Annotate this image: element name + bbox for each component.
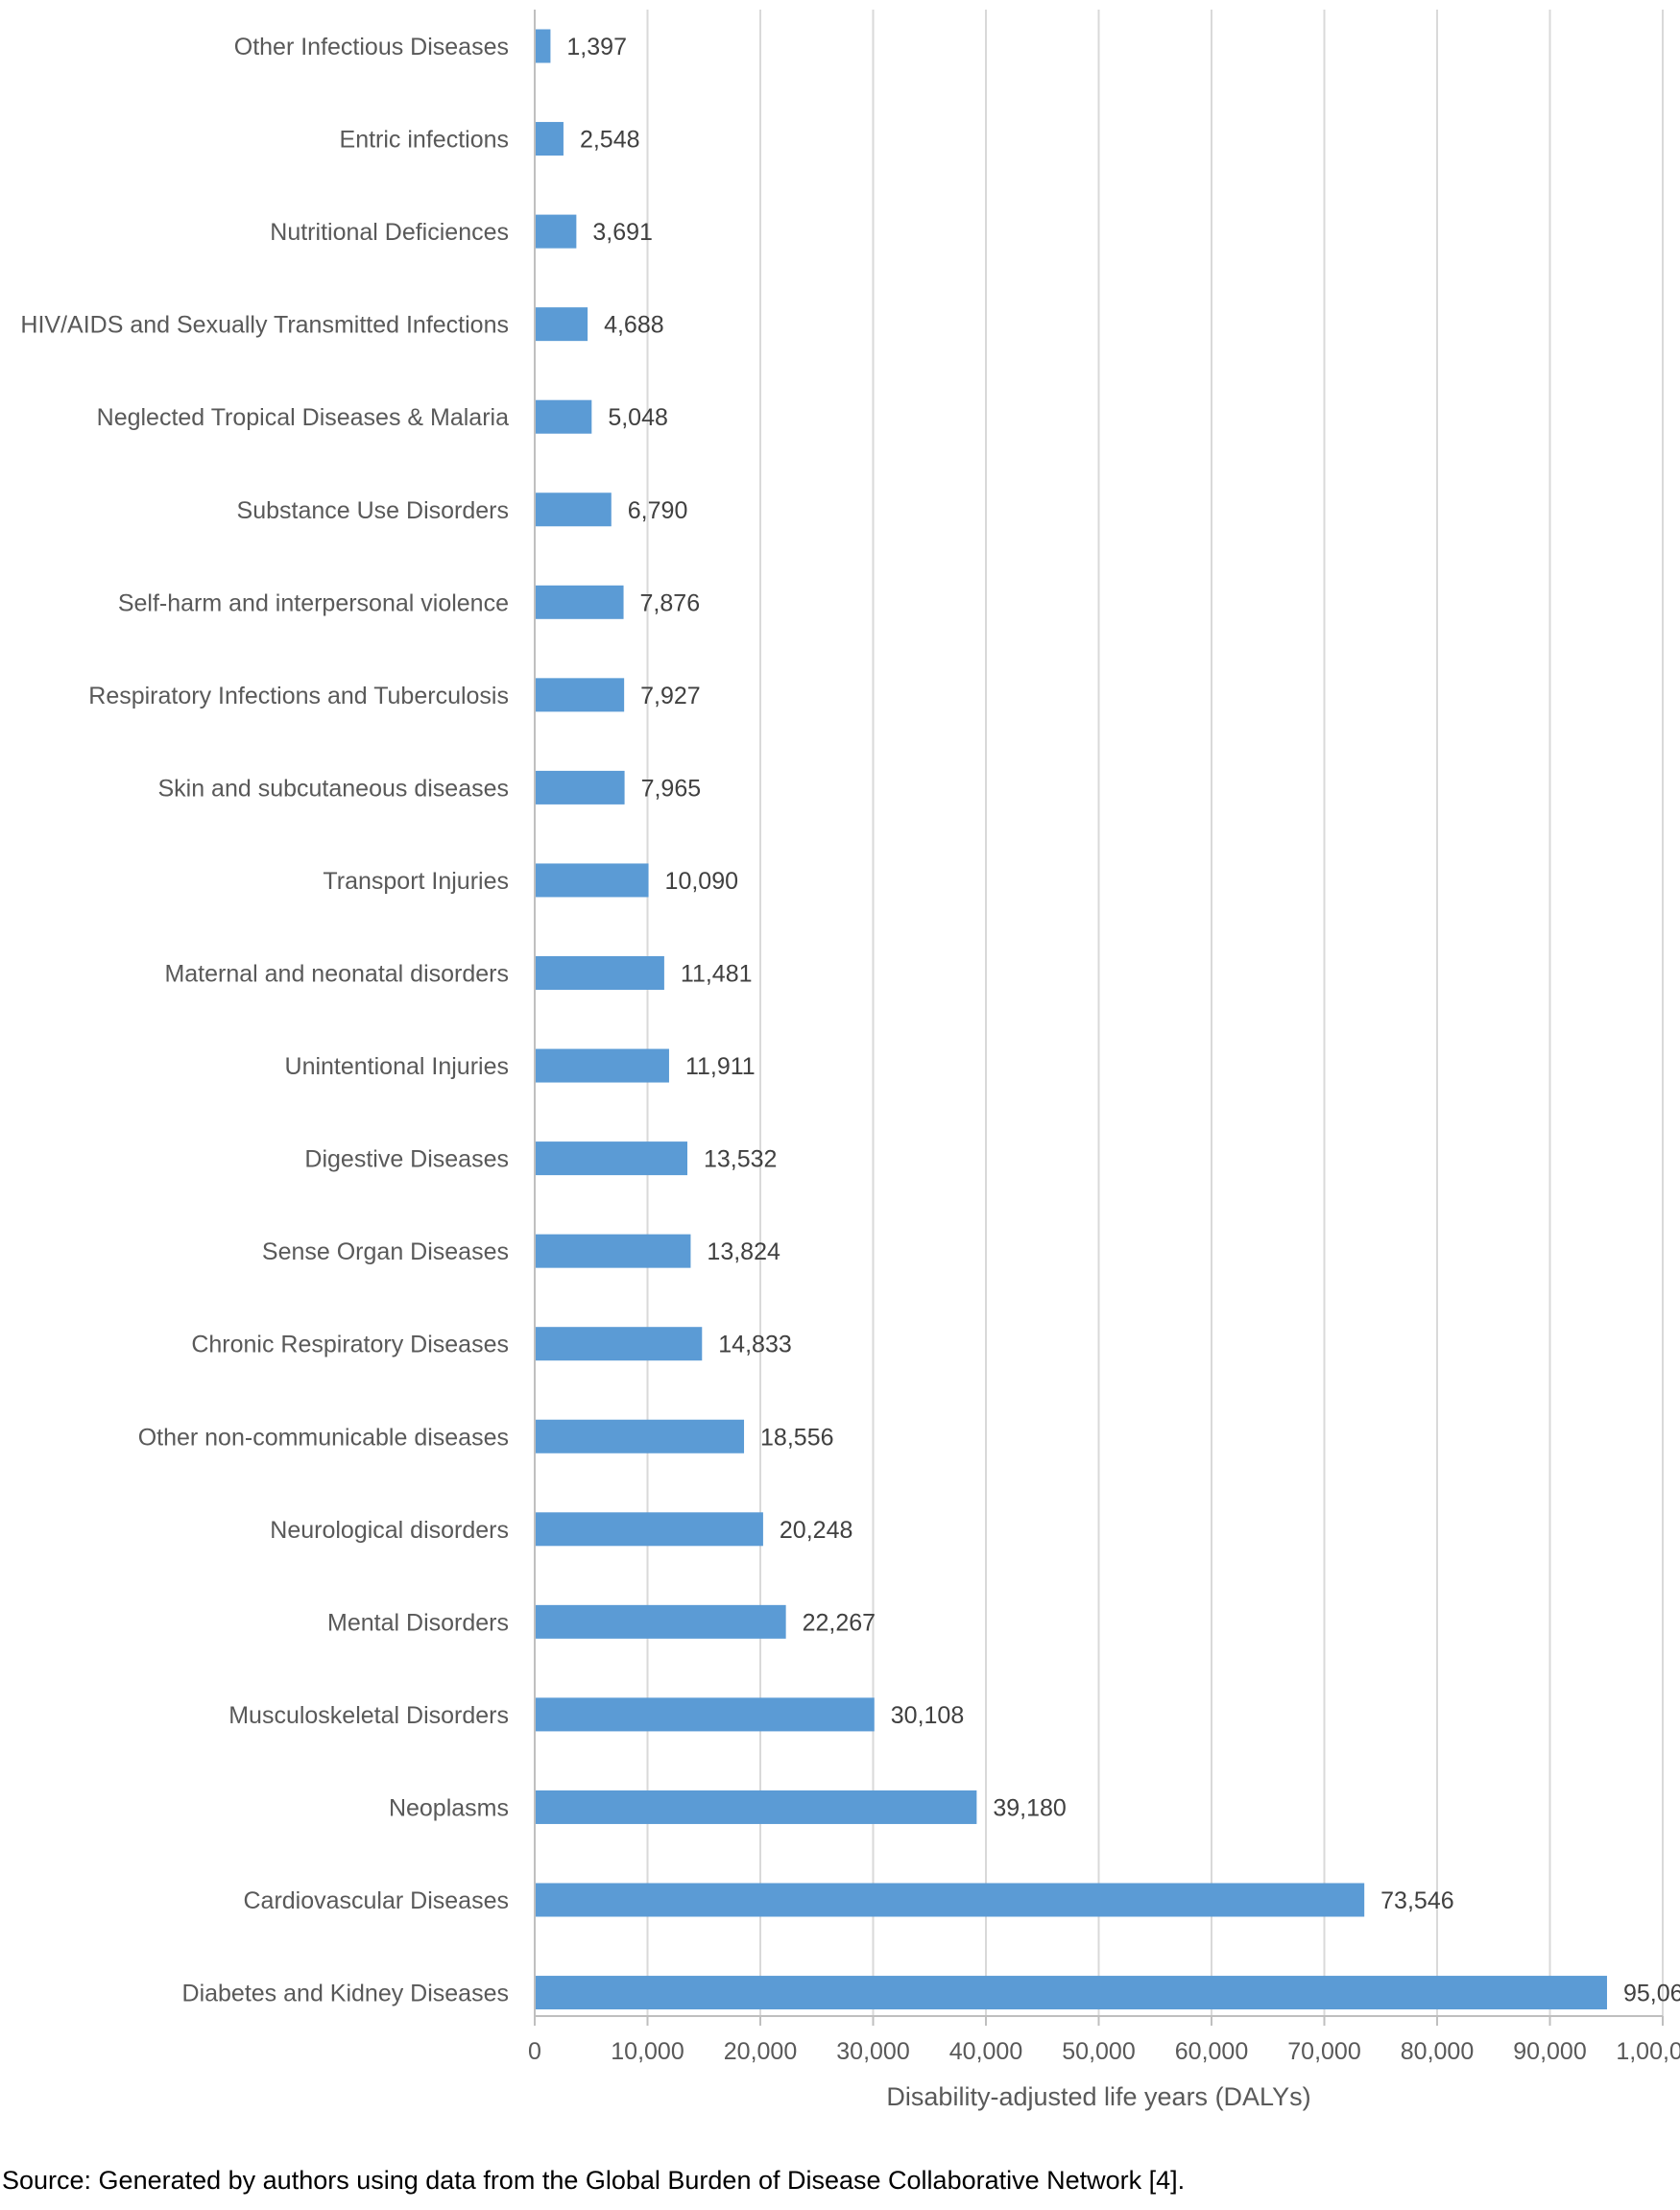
x-tick-label-8: 80,000 — [1401, 2038, 1474, 2065]
bar-2 — [535, 214, 577, 249]
value-label-2: 3,691 — [592, 219, 653, 246]
bar-12 — [535, 1141, 688, 1176]
category-label-15: Other non-communicable diseases — [138, 1424, 509, 1451]
value-label-4: 5,048 — [608, 404, 668, 431]
value-label-9: 10,090 — [665, 868, 738, 895]
bar-10 — [535, 956, 664, 990]
category-label-20: Cardiovascular Diseases — [243, 1887, 509, 1914]
category-label-8: Skin and subcutaneous diseases — [157, 775, 509, 802]
category-label-4: Neglected Tropical Diseases & Malaria — [97, 404, 509, 431]
bar-8 — [535, 770, 625, 805]
value-label-10: 11,481 — [681, 961, 753, 988]
category-label-10: Maternal and neonatal disorders — [164, 961, 509, 988]
value-label-17: 22,267 — [803, 1609, 876, 1636]
value-label-7: 7,927 — [640, 683, 701, 709]
category-label-11: Unintentional Injuries — [285, 1053, 509, 1080]
category-label-3: HIV/AIDS and Sexually Transmitted Infect… — [20, 312, 509, 339]
bar-20 — [535, 1883, 1365, 1917]
category-label-13: Sense Organ Diseases — [262, 1238, 509, 1265]
value-label-19: 39,180 — [993, 1794, 1066, 1821]
category-label-0: Other Infectious Diseases — [234, 34, 509, 60]
x-tick-label-2: 20,000 — [724, 2038, 797, 2065]
x-tick-label-10: 1,00,000 — [1616, 2038, 1680, 2065]
category-label-12: Digestive Diseases — [304, 1146, 509, 1173]
category-label-6: Self-harm and interpersonal violence — [118, 589, 509, 616]
bar-14 — [535, 1327, 703, 1361]
category-label-5: Substance Use Disorders — [237, 497, 509, 524]
category-label-18: Musculoskeletal Disorders — [228, 1702, 509, 1729]
x-tick-label-4: 40,000 — [949, 2038, 1022, 2065]
value-label-6: 7,876 — [640, 589, 701, 616]
category-label-21: Diabetes and Kidney Diseases — [182, 1981, 509, 2007]
category-label-7: Respiratory Infections and Tuberculosis — [88, 683, 509, 709]
category-label-14: Chronic Respiratory Diseases — [191, 1332, 509, 1358]
bar-3 — [535, 307, 588, 342]
value-label-20: 73,546 — [1380, 1887, 1453, 1914]
gridlines — [646, 10, 1664, 2016]
x-tick-label-9: 90,000 — [1513, 2038, 1586, 2065]
x-axis: 0 10,000 20,000 30,000 40,000 50,000 60,000 70,… — [528, 10, 1680, 2065]
bar-6 — [535, 585, 624, 619]
value-label-14: 14,833 — [718, 1332, 791, 1358]
value-labels: 1,397 2,548 3,691 4,688 5,048 6,790 7,876 7,927… — [566, 34, 1680, 2007]
value-label-8: 7,965 — [641, 775, 702, 802]
value-label-5: 6,790 — [628, 497, 688, 524]
bar-5 — [535, 492, 612, 527]
bar-11 — [535, 1048, 669, 1083]
value-label-0: 1,397 — [566, 34, 627, 60]
value-label-18: 30,108 — [891, 1702, 964, 1729]
bar-9 — [535, 863, 649, 898]
value-label-15: 18,556 — [760, 1424, 833, 1451]
bar-0 — [535, 29, 551, 63]
bar-21 — [535, 1976, 1607, 2010]
bar-13 — [535, 1234, 691, 1268]
bar-1 — [535, 122, 564, 156]
value-label-12: 13,532 — [704, 1146, 777, 1173]
category-labels: Other Infectious Diseases Entric infectio… — [20, 34, 509, 2007]
source-note: Source: Generated by authors using data … — [2, 2166, 1186, 2195]
value-label-21: 95,062 — [1623, 1981, 1680, 2007]
category-label-16: Neurological disorders — [270, 1517, 509, 1544]
category-label-1: Entric infections — [340, 127, 509, 154]
bar-4 — [535, 399, 592, 434]
bars — [535, 29, 1607, 2010]
value-label-16: 20,248 — [780, 1517, 852, 1544]
bar-16 — [535, 1512, 763, 1547]
x-tick-label-0: 0 — [528, 2038, 541, 2065]
category-label-19: Neoplasms — [389, 1794, 509, 1821]
category-label-9: Transport Injuries — [323, 868, 509, 895]
value-label-1: 2,548 — [580, 127, 640, 154]
bar-17 — [535, 1604, 786, 1639]
x-tick-label-5: 50,000 — [1062, 2038, 1135, 2065]
x-tick-label-3: 30,000 — [836, 2038, 909, 2065]
category-label-17: Mental Disorders — [327, 1609, 509, 1636]
bar-19 — [535, 1790, 977, 1824]
x-tick-label-7: 70,000 — [1287, 2038, 1360, 2065]
x-tick-label-6: 60,000 — [1175, 2038, 1248, 2065]
value-label-3: 4,688 — [604, 312, 664, 339]
bar-chart: Other Infectious Diseases Entric infectio… — [20, 10, 1680, 2111]
value-label-11: 11,911 — [685, 1053, 756, 1080]
x-tick-label-1: 10,000 — [611, 2038, 684, 2065]
bar-7 — [535, 678, 625, 712]
x-axis-title: Disability-adjusted life years (DALYs) — [886, 2082, 1310, 2111]
bar-18 — [535, 1697, 875, 1732]
category-label-2: Nutritional Deficiences — [270, 219, 509, 246]
value-label-13: 13,824 — [707, 1238, 780, 1265]
bar-15 — [535, 1419, 745, 1453]
